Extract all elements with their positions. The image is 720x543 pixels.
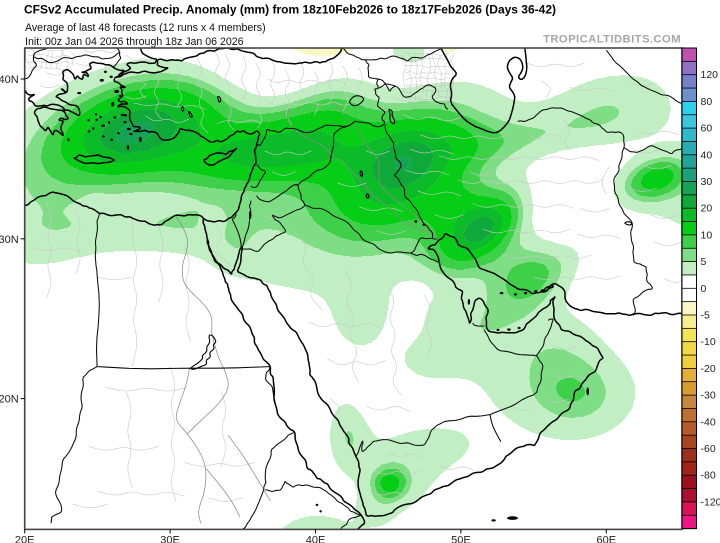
svg-text:Average of last 48 forecasts (: Average of last 48 forecasts (12 runs x … [25, 22, 266, 34]
svg-text:CFSv2 Accumulated Precip. Anom: CFSv2 Accumulated Precip. Anomaly (mm) f… [24, 3, 556, 17]
svg-text:80: 80 [701, 96, 713, 108]
svg-text:60: 60 [701, 123, 713, 135]
svg-text:TROPICALTIDBITS.COM: TROPICALTIDBITS.COM [543, 34, 681, 46]
svg-text:-5: -5 [701, 310, 710, 322]
svg-text:20E: 20E [15, 534, 35, 543]
svg-text:40E: 40E [306, 534, 326, 543]
svg-text:0: 0 [701, 283, 707, 295]
svg-text:50E: 50E [451, 534, 471, 543]
svg-text:60E: 60E [597, 534, 617, 543]
svg-text:20N: 20N [0, 394, 19, 406]
svg-text:-10: -10 [701, 336, 716, 348]
svg-text:20: 20 [701, 203, 713, 215]
svg-text:120: 120 [701, 69, 719, 81]
svg-text:30: 30 [701, 176, 713, 188]
svg-text:30E: 30E [160, 534, 180, 543]
svg-text:-80: -80 [701, 470, 716, 482]
svg-text:30N: 30N [0, 234, 19, 246]
svg-text:10: 10 [701, 229, 713, 241]
svg-text:40N: 40N [0, 74, 19, 86]
svg-text:-30: -30 [701, 390, 716, 402]
svg-text:-20: -20 [701, 363, 716, 375]
svg-text:40: 40 [701, 149, 713, 161]
svg-text:-120: -120 [701, 496, 720, 508]
svg-text:Init: 00z Jan 04 2026 through: Init: 00z Jan 04 2026 through 18z Jan 06… [25, 36, 244, 48]
svg-text:-60: -60 [701, 443, 716, 455]
svg-text:5: 5 [701, 256, 707, 268]
svg-text:-40: -40 [701, 416, 716, 428]
